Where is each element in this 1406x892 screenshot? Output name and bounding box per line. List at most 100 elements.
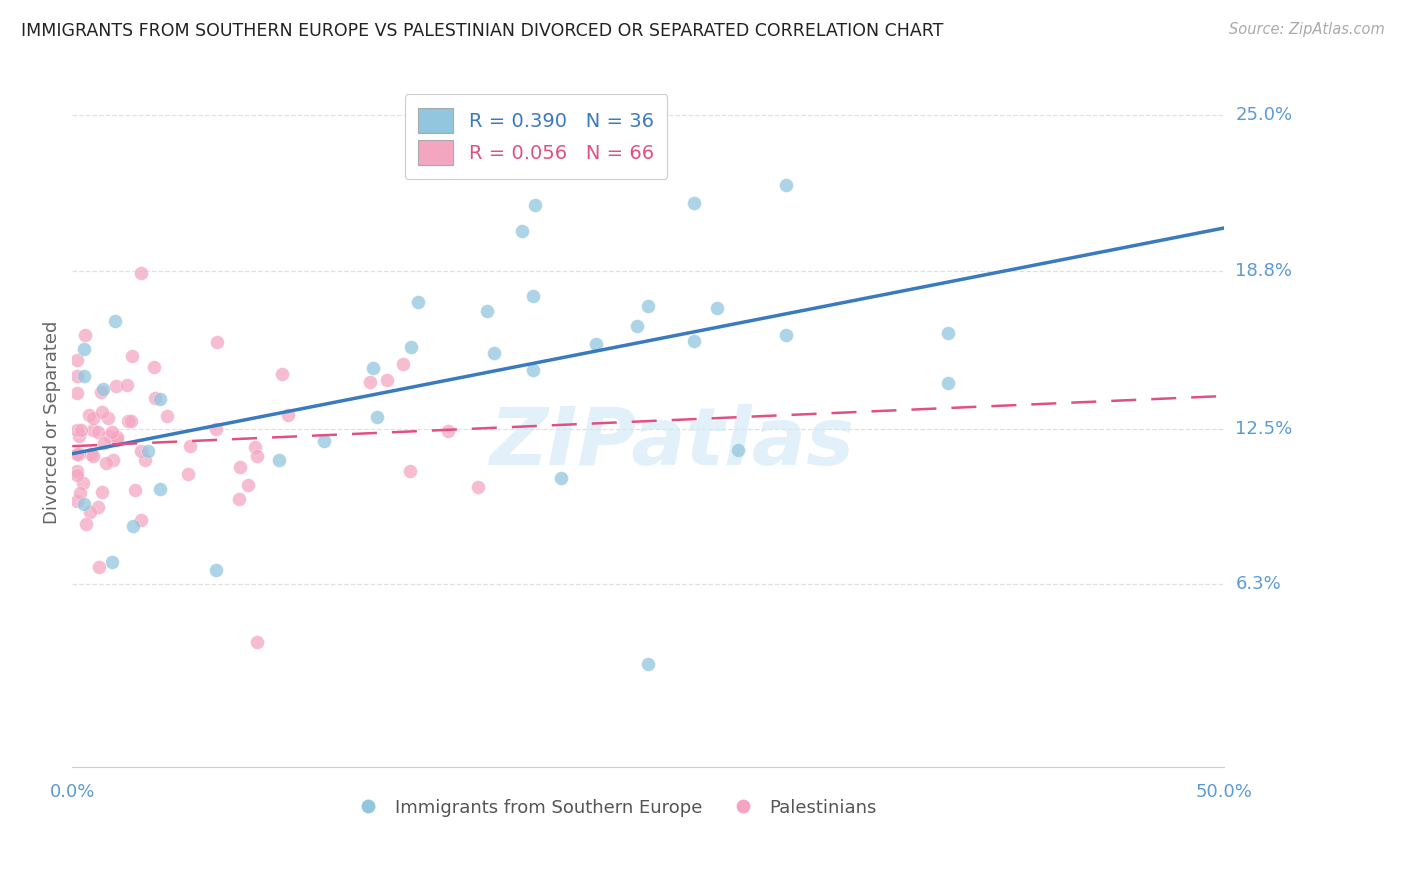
Point (66, 447, 89, 461)
Point (312, 434, 335, 449)
Point (67, 447, 90, 461)
Point (406, 295, 429, 310)
Point (122, 519, 145, 533)
Point (523, 198, 546, 212)
Point (271, 367, 294, 381)
Point (66, 423, 89, 437)
Point (93, 435, 115, 450)
Point (727, 442, 749, 457)
Point (361, 360, 384, 375)
Point (69, 486, 91, 500)
Point (73, 497, 96, 511)
Point (637, 299, 659, 313)
Point (585, 337, 607, 351)
Point (637, 657, 659, 672)
Point (91, 382, 114, 396)
Point (706, 301, 728, 316)
Point (683, 195, 706, 210)
Point (207, 334, 229, 349)
Point (72, 476, 94, 491)
Text: Source: ZipAtlas.com: Source: ZipAtlas.com (1229, 22, 1385, 37)
Point (73, 369, 96, 384)
Point (75, 328, 97, 343)
Point (66, 464, 89, 478)
Point (91, 405, 114, 419)
Point (87, 500, 110, 514)
Point (75, 516, 97, 531)
Point (467, 479, 489, 493)
Point (90, 385, 112, 400)
Point (82, 411, 104, 425)
Point (70, 424, 93, 438)
Text: 12.5%: 12.5% (1236, 419, 1292, 438)
Point (366, 410, 388, 425)
Point (73, 342, 96, 356)
Point (267, 452, 290, 467)
Point (115, 378, 138, 392)
Text: 18.8%: 18.8% (1236, 261, 1292, 279)
Point (66, 493, 89, 508)
Point (66, 467, 89, 482)
Point (510, 224, 533, 238)
Point (626, 319, 648, 334)
Point (375, 373, 398, 387)
Point (105, 429, 128, 443)
Point (120, 414, 142, 428)
Point (482, 346, 505, 360)
Point (143, 360, 166, 375)
Point (475, 303, 498, 318)
Point (138, 444, 160, 458)
Point (775, 178, 797, 193)
Point (245, 440, 267, 454)
Point (775, 328, 797, 343)
Point (131, 266, 153, 280)
Point (143, 391, 166, 405)
Point (179, 439, 201, 453)
Point (437, 425, 460, 439)
Text: ZIPatlas: ZIPatlas (489, 404, 853, 482)
Point (117, 414, 139, 428)
Point (124, 483, 146, 498)
Point (134, 453, 156, 467)
Point (104, 379, 127, 393)
Point (205, 421, 228, 435)
Point (156, 409, 179, 423)
Point (66, 353, 89, 368)
Point (98, 429, 121, 443)
Point (245, 449, 267, 463)
Text: IMMIGRANTS FROM SOUTHERN EUROPE VS PALESTINIAN DIVORCED OR SEPARATED CORRELATION: IMMIGRANTS FROM SOUTHERN EUROPE VS PALES… (21, 22, 943, 40)
Point (359, 375, 381, 389)
Point (245, 635, 267, 649)
Point (131, 444, 153, 458)
Point (149, 392, 172, 406)
Point (936, 376, 959, 390)
Point (67, 429, 90, 443)
Point (522, 363, 544, 377)
Point (121, 349, 143, 363)
Point (97, 410, 120, 425)
Point (129, 513, 152, 527)
Point (101, 555, 124, 569)
Point (105, 434, 128, 448)
Text: 25.0%: 25.0% (1236, 106, 1292, 124)
Point (87, 425, 110, 439)
Legend: Immigrants from Southern Europe, Palestinians: Immigrants from Southern Europe, Palesti… (343, 791, 884, 824)
Point (277, 408, 299, 422)
Point (399, 464, 422, 478)
Point (936, 326, 959, 341)
Point (91, 485, 114, 500)
Point (104, 314, 127, 328)
Point (77, 408, 100, 422)
Point (205, 564, 228, 578)
Point (101, 425, 124, 439)
Point (401, 340, 423, 354)
Point (228, 492, 250, 507)
Point (550, 471, 572, 485)
Point (66, 385, 89, 400)
Point (87, 560, 110, 574)
Point (229, 459, 252, 474)
Y-axis label: Divorced or Separated: Divorced or Separated (44, 320, 60, 524)
Point (149, 482, 172, 496)
Point (79, 505, 101, 519)
Point (236, 478, 259, 492)
